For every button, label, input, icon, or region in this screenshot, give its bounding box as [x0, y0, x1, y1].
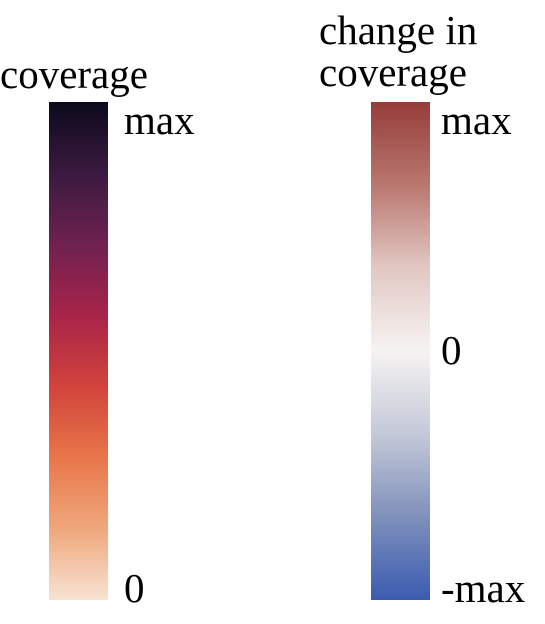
- change-label-zero: 0: [441, 327, 462, 373]
- coverage-gradient-bar: [49, 102, 108, 600]
- change-colorbar-title-line2: coverage: [319, 49, 467, 95]
- coverage-label-zero: 0: [124, 565, 145, 611]
- change-label-max: max: [441, 97, 512, 143]
- change-gradient-bar: [371, 102, 430, 600]
- coverage-colorbar-title: coverage: [0, 51, 148, 97]
- change-colorbar-title-line1: change in: [319, 7, 478, 53]
- change-label-neg-max: -max: [441, 565, 526, 611]
- coverage-label-max: max: [124, 97, 195, 143]
